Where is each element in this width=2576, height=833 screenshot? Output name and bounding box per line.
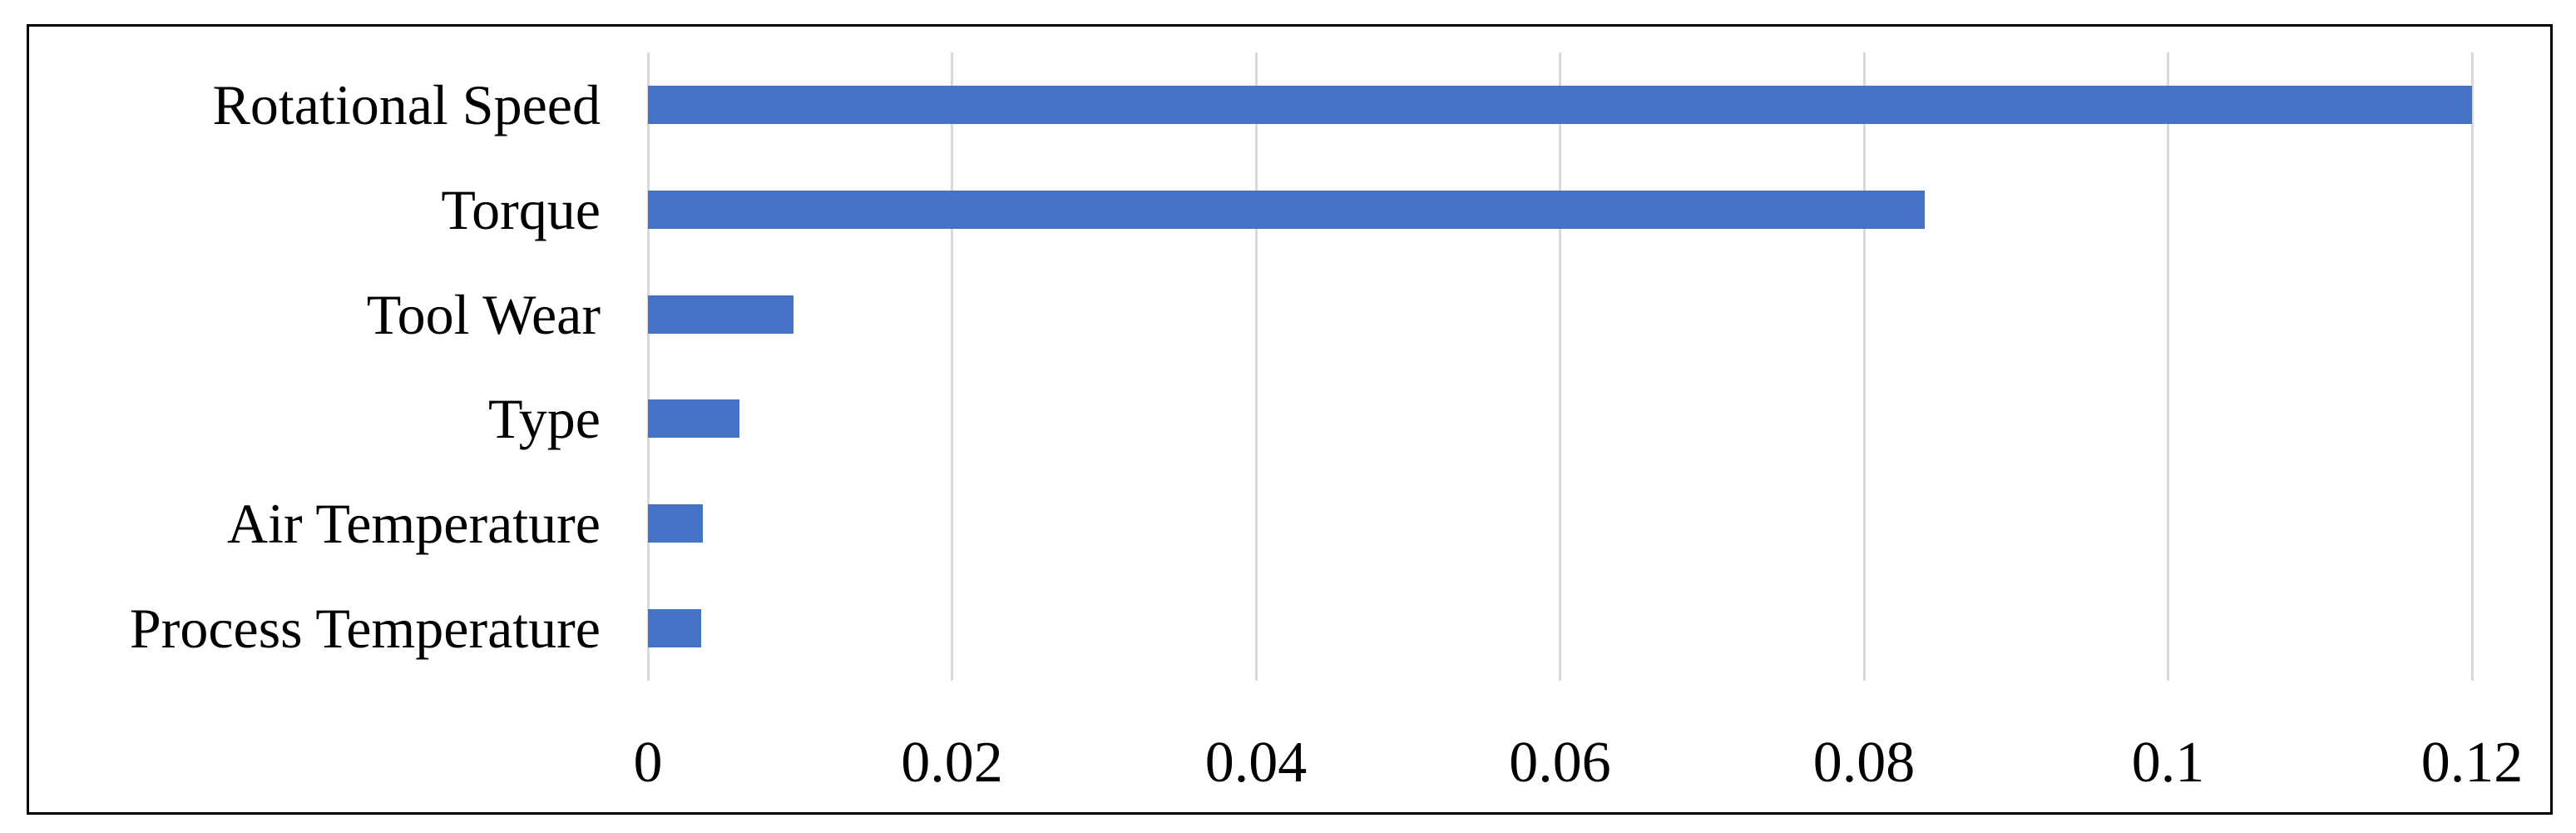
- bar: [648, 609, 701, 648]
- bar: [648, 504, 703, 543]
- x-tick-label: 0.04: [1204, 731, 1308, 795]
- gridline: [951, 52, 953, 681]
- x-tick-label: 0.08: [1812, 731, 1916, 795]
- y-axis-category-labels: Rotational Speed Torque Tool Wear Type Air T…: [33, 52, 601, 681]
- x-tick-label: 0.02: [901, 731, 1003, 795]
- gridline: [1862, 52, 1866, 681]
- x-tick-label: 0.1: [2131, 731, 2205, 795]
- gridline: [2470, 52, 2474, 681]
- chart-frame: [27, 24, 2553, 815]
- category-label: Tool Wear: [366, 282, 601, 346]
- x-tick-label: 0.06: [1509, 731, 1611, 795]
- gridline: [646, 52, 650, 681]
- bar: [648, 190, 1926, 229]
- bar: [648, 85, 2472, 124]
- bar: [648, 399, 739, 439]
- category-label: Torque: [441, 177, 601, 241]
- category-label: Type: [488, 387, 601, 451]
- category-label: Process Temperature: [129, 597, 601, 661]
- bar: [648, 295, 794, 334]
- category-label: Air Temperature: [226, 492, 601, 556]
- category-label: Rotational Speed: [212, 72, 601, 136]
- gridline: [1559, 52, 1561, 681]
- gridline: [2167, 52, 2169, 681]
- x-tick-label: 0: [633, 731, 663, 795]
- x-tick-label: 0.12: [2420, 731, 2524, 795]
- plot-area: [646, 52, 2474, 681]
- gridline: [1254, 52, 1258, 681]
